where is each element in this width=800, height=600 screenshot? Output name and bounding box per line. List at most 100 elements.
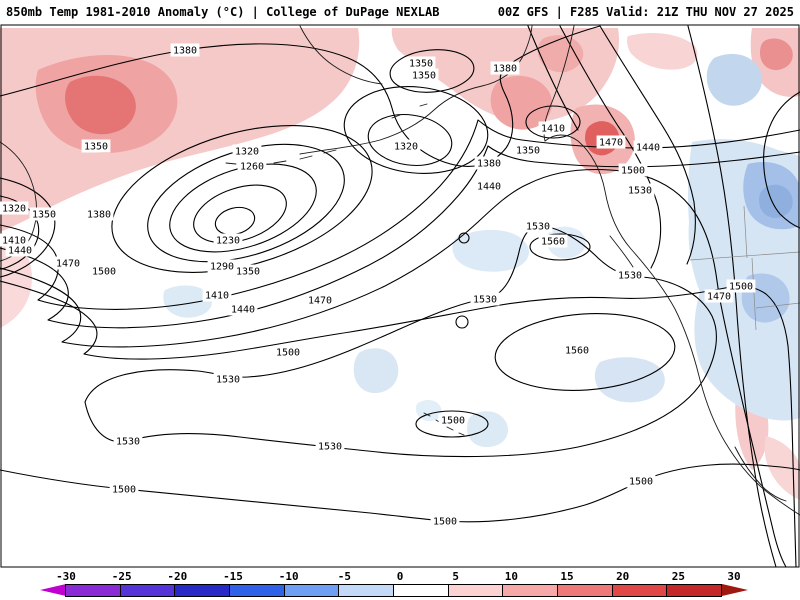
svg-text:1560: 1560 bbox=[541, 237, 565, 248]
svg-text:1350: 1350 bbox=[32, 210, 56, 221]
svg-text:1500: 1500 bbox=[112, 485, 136, 496]
colorbar-tick: 30 bbox=[727, 570, 741, 583]
svg-text:1410: 1410 bbox=[541, 124, 565, 135]
svg-text:1290: 1290 bbox=[210, 262, 234, 273]
contour-label: 1500 bbox=[430, 514, 460, 528]
svg-text:1530: 1530 bbox=[116, 437, 140, 448]
svg-text:1470: 1470 bbox=[308, 296, 332, 307]
contour-label: 1560 bbox=[538, 234, 568, 248]
svg-text:1500: 1500 bbox=[621, 166, 645, 177]
svg-text:1350: 1350 bbox=[412, 71, 436, 82]
svg-text:1260: 1260 bbox=[240, 162, 264, 173]
svg-text:1380: 1380 bbox=[493, 64, 517, 75]
svg-text:1380: 1380 bbox=[173, 46, 197, 57]
contour-label: 1440 bbox=[5, 243, 35, 257]
colorbar-segment bbox=[174, 584, 230, 597]
colorbar-tick: 5 bbox=[452, 570, 459, 583]
svg-text:1500: 1500 bbox=[629, 477, 653, 488]
contour-label: 1470 bbox=[53, 256, 83, 270]
colorbar-segment bbox=[283, 584, 340, 597]
svg-text:1560: 1560 bbox=[565, 346, 589, 357]
svg-text:1320: 1320 bbox=[2, 204, 26, 215]
svg-text:1350: 1350 bbox=[84, 142, 108, 153]
contour-label: 1410 bbox=[0, 233, 29, 247]
colorbar-right-arrow bbox=[721, 584, 748, 596]
colorbar-tick: 25 bbox=[671, 570, 685, 583]
svg-text:1230: 1230 bbox=[216, 236, 240, 247]
svg-text:1440: 1440 bbox=[636, 143, 660, 154]
colorbar-tick: -5 bbox=[337, 570, 351, 583]
colorbar-tick: 15 bbox=[560, 570, 574, 583]
colorbar-tick: -10 bbox=[278, 570, 299, 583]
contour-label: 1440 bbox=[474, 179, 504, 193]
contour-label: 1320 bbox=[232, 144, 262, 158]
contour-label: 1380 bbox=[490, 61, 520, 75]
contour-label: 1320 bbox=[391, 139, 421, 153]
contour-label: 1260 bbox=[237, 159, 267, 173]
svg-text:1500: 1500 bbox=[276, 348, 300, 359]
colorbar-segment bbox=[556, 584, 613, 597]
svg-text:1440: 1440 bbox=[477, 182, 501, 193]
model-valid-time: 00Z GFS | F285 Valid: 21Z THU NOV 27 202… bbox=[497, 5, 794, 19]
svg-text:1320: 1320 bbox=[235, 147, 259, 158]
svg-text:1530: 1530 bbox=[628, 186, 652, 197]
contour-label: 1350 bbox=[29, 207, 59, 221]
contour-label: 1350 bbox=[81, 139, 111, 153]
contour-label: 1230 bbox=[213, 233, 243, 247]
contour-label: 1350 bbox=[406, 56, 436, 70]
colorbar-tick: 20 bbox=[616, 570, 630, 583]
contour-label: 1350 bbox=[513, 143, 543, 157]
contour-label: 1470 bbox=[596, 135, 626, 149]
svg-text:1500: 1500 bbox=[433, 517, 457, 528]
svg-text:1440: 1440 bbox=[8, 246, 32, 257]
state-borders bbox=[689, 205, 800, 331]
colorbar-segment bbox=[338, 584, 394, 597]
svg-text:1350: 1350 bbox=[516, 146, 540, 157]
svg-text:1380: 1380 bbox=[477, 159, 501, 170]
colorbar-segment bbox=[228, 584, 285, 597]
colorbar-segment bbox=[666, 584, 722, 597]
svg-text:1530: 1530 bbox=[216, 375, 240, 386]
contour-label: 1560 bbox=[562, 343, 592, 357]
anomaly-colorbar: -30 -25 -20 -15 -10 -5 0 5 10 15 20 25 30 bbox=[0, 570, 800, 600]
colorbar-tick-labels: -30 -25 -20 -15 -10 -5 0 5 10 15 20 25 30 bbox=[0, 570, 800, 583]
colorbar-tick: -30 bbox=[56, 570, 76, 583]
colorbar-tick: -20 bbox=[167, 570, 188, 583]
contour-label: 1530 bbox=[615, 268, 645, 282]
product-title: 850mb Temp 1981-2010 Anomaly (°C) | Coll… bbox=[6, 5, 440, 19]
contour-label: 1290 bbox=[207, 259, 237, 273]
colorbar-segment bbox=[65, 584, 121, 597]
svg-text:1500: 1500 bbox=[729, 282, 753, 293]
contour-label: 1350 bbox=[409, 68, 439, 82]
contour-label: 1530 bbox=[213, 372, 243, 386]
colorbar-tick: -25 bbox=[111, 570, 132, 583]
contour-label: 1500 bbox=[726, 279, 756, 293]
svg-text:1410: 1410 bbox=[2, 236, 26, 247]
contour-label: 1530 bbox=[470, 292, 500, 306]
colorbar-segment bbox=[392, 584, 449, 597]
contour-label: 1380 bbox=[84, 207, 114, 221]
svg-text:1530: 1530 bbox=[473, 295, 497, 306]
contour-label: 1530 bbox=[523, 219, 553, 233]
colorbar-segment bbox=[611, 584, 668, 597]
contour-label: 1500 bbox=[626, 474, 656, 488]
contour-label: 1410 bbox=[202, 288, 232, 302]
contour-label: 1380 bbox=[474, 156, 504, 170]
svg-text:1530: 1530 bbox=[526, 222, 550, 233]
colorbar-left-arrow bbox=[40, 584, 66, 596]
svg-text:1380: 1380 bbox=[87, 210, 111, 221]
contour-label: 1500 bbox=[618, 163, 648, 177]
contour-label: 1470 bbox=[704, 289, 734, 303]
warm-anomaly-regions bbox=[0, 28, 800, 500]
svg-text:1470: 1470 bbox=[56, 259, 80, 270]
svg-text:1410: 1410 bbox=[205, 291, 229, 302]
contour-label: 1500 bbox=[438, 413, 468, 427]
svg-text:1500: 1500 bbox=[441, 416, 465, 427]
contour-label: 1530 bbox=[113, 434, 143, 448]
contour-label: 1320 bbox=[0, 201, 29, 215]
contour-label: 1440 bbox=[633, 140, 663, 154]
contour-label: 1530 bbox=[315, 439, 345, 453]
